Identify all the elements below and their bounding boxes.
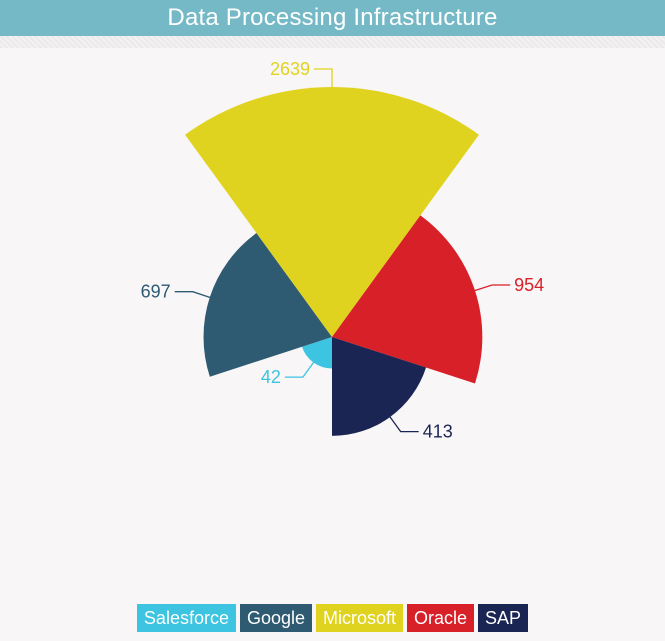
legend-item-google[interactable]: Google	[239, 604, 313, 632]
title-divider	[0, 36, 665, 48]
data-label-sap: 413	[423, 422, 453, 442]
leader-line-salesforce	[284, 357, 318, 378]
leader-line-microsoft	[314, 68, 333, 93]
leader-line-sap	[386, 411, 419, 433]
slice-salesforce[interactable]	[302, 337, 332, 369]
slice-google[interactable]	[203, 233, 332, 377]
chart-legend: Salesforce Google Microsoft Oracle SAP	[0, 604, 665, 632]
slice-microsoft[interactable]	[185, 87, 479, 337]
legend-item-sap[interactable]: SAP	[478, 604, 529, 632]
data-label-google: 697	[141, 282, 171, 302]
data-label-oracle: 954	[514, 275, 544, 295]
data-label-salesforce: 42	[261, 367, 281, 387]
legend-item-oracle[interactable]: Oracle	[407, 604, 475, 632]
slice-oracle[interactable]	[332, 215, 483, 384]
legend-item-microsoft[interactable]: Microsoft	[316, 604, 404, 632]
leader-line-oracle	[469, 284, 511, 294]
slice-sap[interactable]	[332, 337, 427, 436]
data-label-microsoft: 2639	[270, 59, 310, 79]
legend-item-salesforce[interactable]: Salesforce	[136, 604, 236, 632]
leader-line-google	[174, 291, 216, 300]
chart-title: Data Processing Infrastructure	[0, 0, 665, 36]
polar-area-chart: 42 697 2639 954 413	[0, 48, 665, 593]
polar-area-chart-svg: 42 697 2639 954 413	[141, 59, 544, 442]
